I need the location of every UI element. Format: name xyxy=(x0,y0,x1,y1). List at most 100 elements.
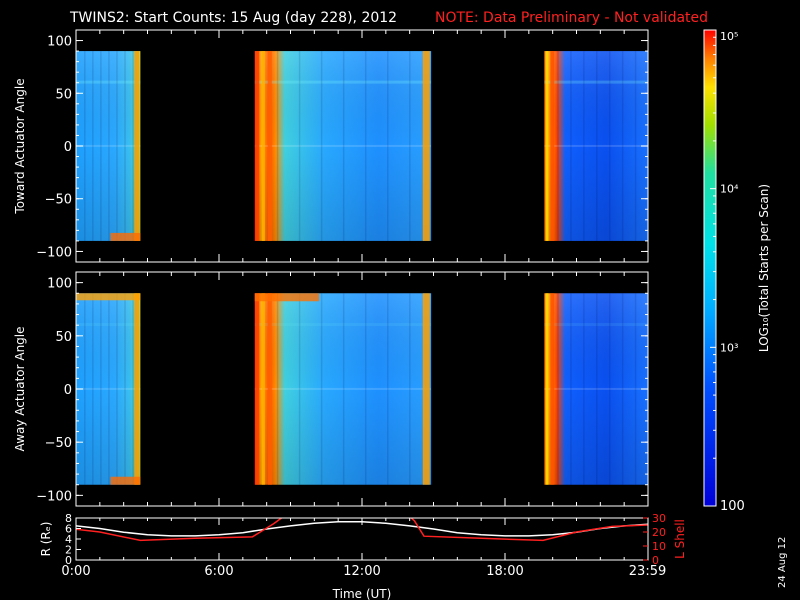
heatmap-streak xyxy=(387,293,389,485)
colorbar: 100 10³ 10⁴ 10⁵ LOG₁₀(Total Starts per Scan) xyxy=(703,29,771,514)
heatmap-streak xyxy=(557,293,559,485)
heatmap-hot-edge xyxy=(254,293,320,302)
heatmap-streak xyxy=(298,293,301,485)
y-tick-label: 0 xyxy=(64,140,72,155)
heatmap-streak xyxy=(634,293,637,485)
heatmap-streak xyxy=(132,293,134,485)
heatmap-hot-stripe xyxy=(134,293,140,485)
heatmap-streak xyxy=(342,51,345,241)
heatmap-band xyxy=(544,144,648,147)
colorbar-tick-label: 10³ xyxy=(720,341,738,354)
y-tick-label: 0 xyxy=(65,554,72,567)
heatmap-streak xyxy=(320,51,323,241)
heatmap-hot-stripe xyxy=(261,293,265,485)
heatmap-streak xyxy=(608,51,611,241)
y-tick-label: −50 xyxy=(45,193,72,208)
y-right-axis-label: L Shell xyxy=(673,519,687,559)
heatmap-streak xyxy=(92,51,94,241)
heatmap-streak xyxy=(320,293,323,485)
heatmap-streak xyxy=(276,51,279,241)
y-tick-label: 100 xyxy=(47,35,72,50)
away-heatmap-panel: 100 50 0 −50 −100 Away Actuator Angle xyxy=(13,271,649,507)
x-tick-label: 0:00 xyxy=(61,564,90,579)
heatmap-band xyxy=(76,387,141,390)
y-tick-label: 50 xyxy=(55,330,72,345)
heatmap-hot-stripe xyxy=(545,293,549,485)
colorbar-label: LOG₁₀(Total Starts per Scan) xyxy=(757,184,771,352)
heatmap-streak xyxy=(583,51,585,241)
heatmap-streak xyxy=(100,51,102,241)
x-tick-label: 6:00 xyxy=(204,564,233,579)
heatmap-hot-stripe xyxy=(267,293,272,485)
heatmap-hot-stripe xyxy=(267,51,272,241)
heatmap-streak xyxy=(596,293,598,485)
heatmap-band xyxy=(254,144,432,147)
heatmap-band xyxy=(254,323,432,327)
heatmap-streak xyxy=(100,293,102,485)
y-tick-label: 0 xyxy=(64,383,72,398)
heatmap-streak xyxy=(364,293,367,485)
heatmap-shade xyxy=(76,51,141,241)
heatmap-band xyxy=(76,323,141,327)
heatmap-streak xyxy=(84,293,86,485)
heatmap-streak xyxy=(132,51,134,241)
heatmap-streak xyxy=(557,51,559,241)
heatmap-band xyxy=(544,323,648,327)
chart-title: TWINS2: Start Counts: 15 Aug (day 228), … xyxy=(69,10,397,26)
x-tick-label: 12:00 xyxy=(343,564,380,579)
heatmap-streak xyxy=(124,51,126,241)
heatmap-hot-stripe xyxy=(550,51,555,241)
y-tick-label: 4 xyxy=(65,533,72,546)
heatmap-shade xyxy=(254,51,432,241)
heatmap-streak xyxy=(596,51,598,241)
heatmap-hot-stripe xyxy=(422,293,430,485)
heatmap-hot-edge xyxy=(110,232,141,241)
heatmap-hot-edge xyxy=(110,476,141,485)
heatmap-band xyxy=(544,80,648,84)
heatmap-hot-stripe xyxy=(550,293,555,485)
heatmap-band xyxy=(544,387,648,390)
heatmap-band xyxy=(254,80,432,84)
heatmap-streak xyxy=(116,293,118,485)
heatmap-band xyxy=(254,387,432,390)
heatmap-streak xyxy=(108,293,110,485)
toward-heatmap-panel: 100 50 0 −50 −100 Toward Actuator Angle xyxy=(13,29,649,263)
heatmap-streak xyxy=(276,293,279,485)
heatmap-shade xyxy=(76,293,141,485)
y-right-tick-label: 0 xyxy=(652,554,659,567)
heatmap-streak xyxy=(108,51,110,241)
heatmap-streak xyxy=(92,293,94,485)
heatmap-streak xyxy=(634,51,637,241)
heatmap-hot-stripe xyxy=(545,51,549,241)
y-right-tick-label: 30 xyxy=(652,512,666,525)
colorbar-tick-label: 100 xyxy=(720,499,745,514)
heatmap-streak xyxy=(298,51,301,241)
y-right-tick-label: 10 xyxy=(652,540,666,553)
heatmap-shade xyxy=(544,51,648,241)
date-stamp: 24 Aug 12 xyxy=(777,537,788,588)
colorbar-gradient xyxy=(704,30,716,506)
y-axis-label: Toward Actuator Angle xyxy=(13,78,27,214)
heatmap-streak xyxy=(409,51,411,241)
heatmap-hot-stripe xyxy=(422,51,430,241)
heatmap-shade xyxy=(544,293,648,485)
heatmap-streak xyxy=(387,51,389,241)
y-tick-label: −100 xyxy=(36,489,72,504)
heatmap-band xyxy=(76,144,141,147)
y-axis-label: Away Actuator Angle xyxy=(13,326,27,451)
preliminary-note: NOTE: Data Preliminary - Not validated xyxy=(435,10,708,26)
x-axis-label: Time (UT) xyxy=(332,587,392,600)
heatmap-streak xyxy=(608,293,611,485)
y-tick-label: 8 xyxy=(65,512,72,525)
colorbar-tick-label: 10⁴ xyxy=(720,183,739,196)
heatmap-hot-stripe xyxy=(255,293,260,485)
y-left-axis-label: R (Rₑ) xyxy=(39,522,53,557)
y-tick-label: 100 xyxy=(47,277,72,292)
x-tick-label: 18:00 xyxy=(486,564,523,579)
y-tick-label: −100 xyxy=(36,245,72,260)
heatmap-streak xyxy=(570,293,572,485)
heatmap-streak xyxy=(116,51,118,241)
heatmap-streak xyxy=(409,293,411,485)
